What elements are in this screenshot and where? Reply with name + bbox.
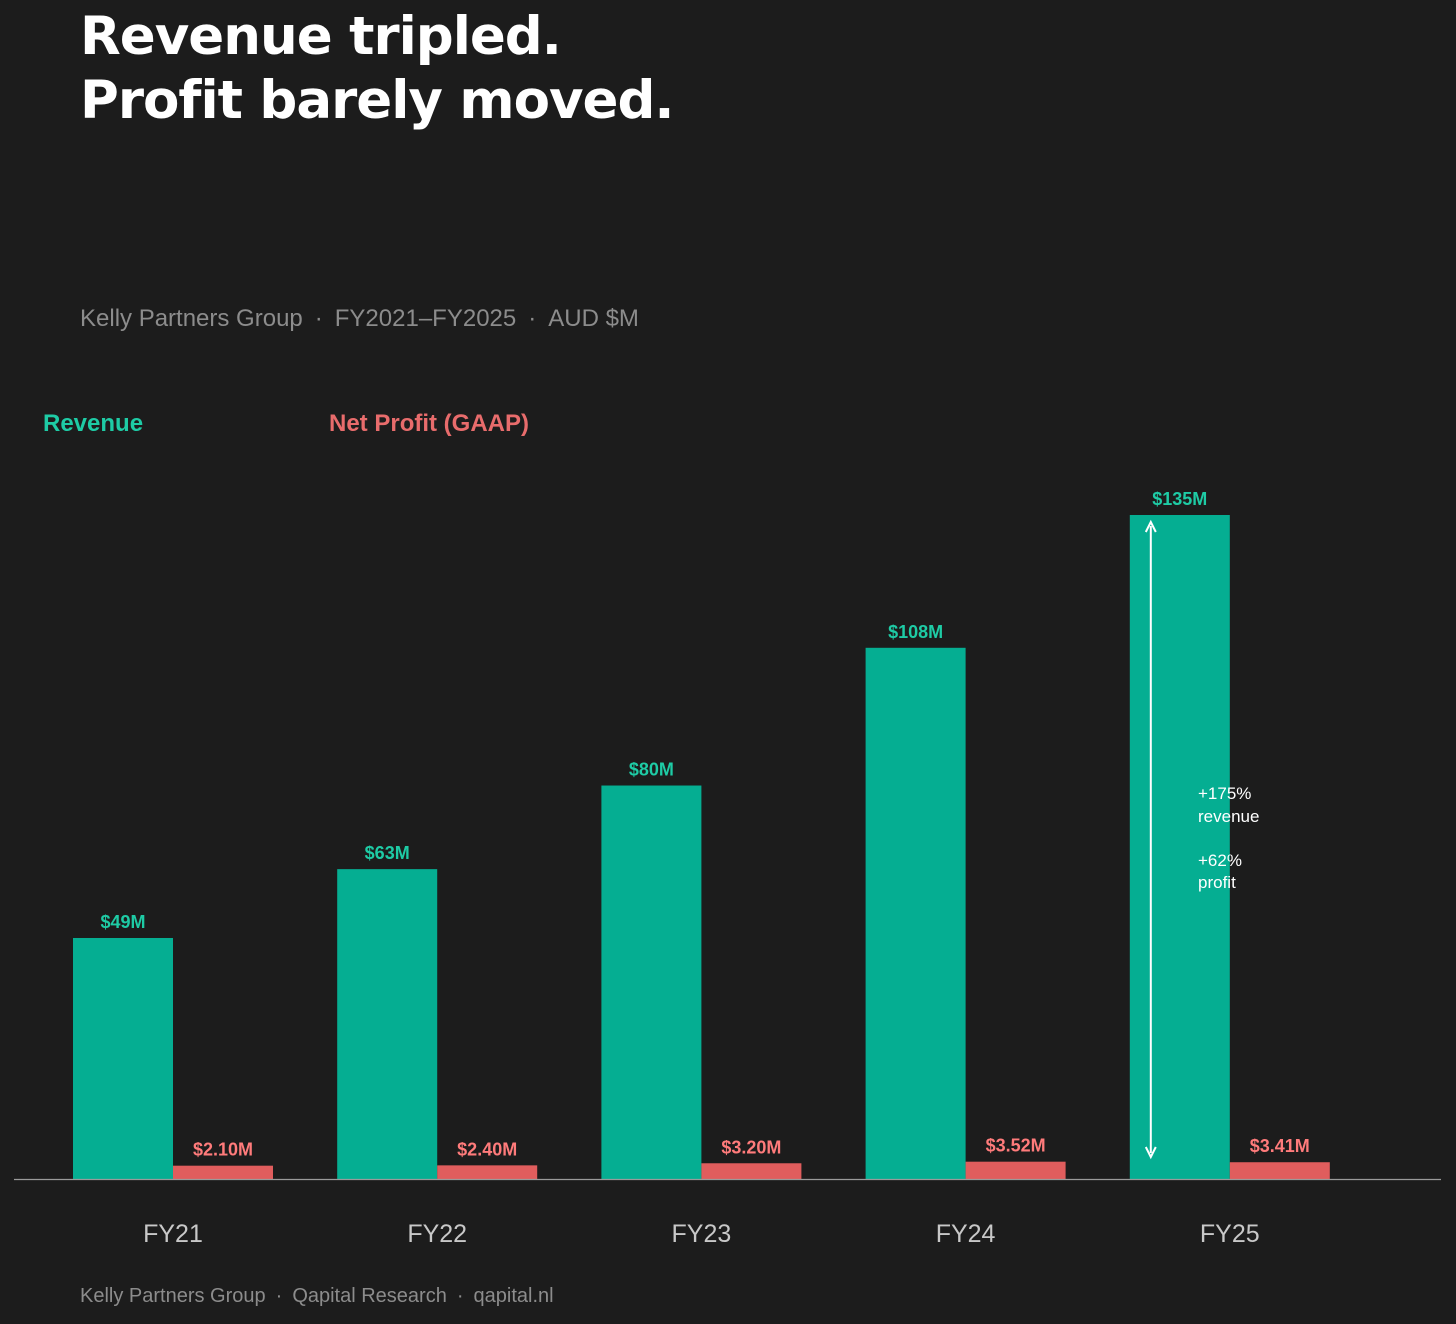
annotation-profit-word: profit	[1198, 873, 1236, 892]
revenue-data-label: $80M	[629, 760, 674, 780]
profit-data-label: $2.40M	[457, 1139, 517, 1159]
subtitle-separator: ·	[528, 305, 537, 332]
subtitle-separator: ·	[314, 305, 323, 332]
chart-footer: Kelly Partners Group · Qapital Research · qa…	[80, 1285, 554, 1308]
profit-data-label: $3.20M	[721, 1137, 781, 1157]
revenue-bar	[73, 937, 173, 1179]
profit-bar	[437, 1165, 538, 1179]
revenue-data-label: $135M	[1152, 489, 1207, 509]
subtitle-company: Kelly Partners Group	[80, 305, 303, 332]
profit-data-label: $3.52M	[986, 1136, 1046, 1156]
revenue-bar	[865, 647, 966, 1179]
revenue-data-label: $49M	[100, 912, 145, 932]
subtitle-period: FY2021–FY2025	[334, 305, 517, 332]
footer-source: Kelly Partners Group	[80, 1285, 266, 1307]
chart-title-line-1: Revenue tripled.	[80, 6, 562, 67]
annotation-revenue-change: +175%	[1198, 784, 1251, 803]
profit-bar	[173, 1165, 273, 1179]
growth-arrow-head-up	[1144, 519, 1157, 533]
legend-profit: Net Profit (GAAP)	[329, 410, 529, 437]
revenue-bar	[1129, 515, 1230, 1179]
subtitle-unit: AUD $M	[548, 305, 639, 332]
revenue-bar	[337, 869, 438, 1179]
revenue-data-label: $63M	[365, 843, 410, 863]
profit-bar	[701, 1163, 802, 1179]
revenue-bar	[601, 785, 702, 1179]
profit-bar	[1229, 1162, 1330, 1179]
x-tick-label: FY25	[1200, 1220, 1260, 1248]
x-tick-label: FY22	[407, 1220, 467, 1248]
x-tick-label: FY21	[143, 1220, 203, 1248]
footer-site: qapital.nl	[473, 1285, 554, 1307]
annotation-revenue-word: revenue	[1198, 807, 1259, 826]
chart-subtitle: Kelly Partners Group · FY2021–FY2025 · AUD $…	[80, 305, 639, 333]
profit-data-label: $2.10M	[193, 1140, 253, 1160]
x-tick-label: FY23	[672, 1220, 732, 1248]
legend-revenue: Revenue	[43, 410, 144, 437]
profit-data-label: $3.41M	[1250, 1136, 1310, 1156]
annotation-profit-change: +62%	[1198, 851, 1242, 870]
footer-publisher: Qapital Research	[292, 1285, 447, 1307]
growth-arrow-head-down	[1144, 1146, 1157, 1160]
profit-bar	[965, 1161, 1066, 1179]
chart-title-line-2: Profit barely moved.	[80, 70, 675, 131]
revenue-data-label: $108M	[888, 622, 943, 642]
footer-separator: ·	[456, 1285, 464, 1307]
x-tick-label: FY24	[936, 1220, 996, 1248]
footer-separator: ·	[275, 1285, 283, 1307]
